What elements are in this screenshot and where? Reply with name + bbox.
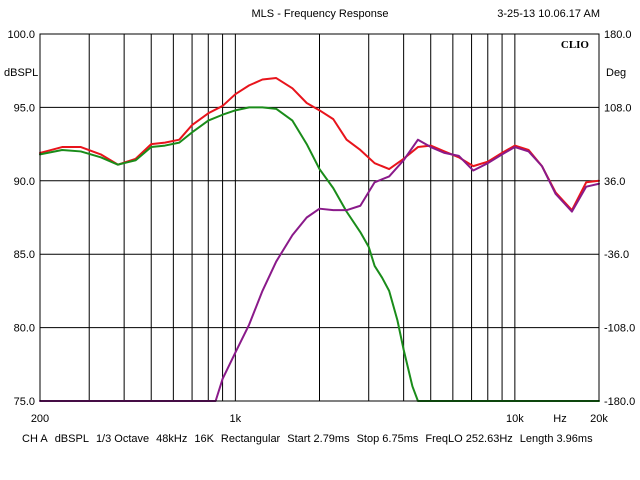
footer-item: 1/3 Octave xyxy=(96,433,149,445)
footer-item: 48kHz xyxy=(156,433,187,445)
y2-axis-label: Deg xyxy=(606,67,626,79)
x-tick-label: 20k xyxy=(590,413,608,425)
y2-tick-label: -180.0 xyxy=(604,396,635,408)
footer-item: Length 3.96ms xyxy=(520,433,593,445)
y2-tick-label: 36.0 xyxy=(604,176,625,188)
y-tick-label: 100.0 xyxy=(7,29,35,41)
axis-labels: 75.0 80.0 85.0 90.0 95.0 100.0 -180.0 -108.0 -36… xyxy=(7,29,635,425)
series-line-1 xyxy=(39,77,600,212)
brand-label: CLIO xyxy=(561,39,590,51)
footer-text: CH A dBSPL 1/3 Octave 48kHz 16K Rectangular St… xyxy=(22,433,593,445)
series-group xyxy=(39,77,600,402)
grid xyxy=(40,34,599,401)
x-tick-label: 200 xyxy=(31,413,49,425)
y2-tick-label: -108.0 xyxy=(604,323,635,335)
footer-item: 16K xyxy=(194,433,214,445)
y-axis-label: dBSPL xyxy=(4,67,38,79)
plot-frame xyxy=(39,33,600,402)
footer-info: CH A dBSPL 1/3 Octave 48kHz 16K Rectangular St… xyxy=(22,433,593,445)
y-tick-label: 85.0 xyxy=(14,249,35,261)
chart-title: MLS - Frequency Response xyxy=(252,8,389,20)
series-line-3 xyxy=(39,138,600,402)
footer-item: Start 2.79ms xyxy=(287,433,350,445)
footer-item: Stop 6.75ms xyxy=(357,433,419,445)
x-tick-label: 1k xyxy=(230,413,242,425)
y-tick-label: 90.0 xyxy=(14,176,35,188)
series-line-2 xyxy=(39,106,600,402)
y-tick-label: 75.0 xyxy=(14,396,35,408)
y2-tick-label: 108.0 xyxy=(604,102,632,114)
footer-item: Rectangular xyxy=(221,433,281,445)
footer-item: CH A xyxy=(22,433,48,445)
y2-tick-label: 180.0 xyxy=(604,29,632,41)
y2-tick-label: -36.0 xyxy=(604,249,629,261)
timestamp: 3-25-13 10.06.17 AM xyxy=(497,8,600,20)
x-tick-label: 10k xyxy=(506,413,524,425)
x-axis-label: Hz xyxy=(553,413,566,425)
footer-item: FreqLO 252.63Hz xyxy=(425,433,512,445)
footer-item: dBSPL xyxy=(55,433,89,445)
y-tick-label: 80.0 xyxy=(14,323,35,335)
y-tick-label: 95.0 xyxy=(14,102,35,114)
